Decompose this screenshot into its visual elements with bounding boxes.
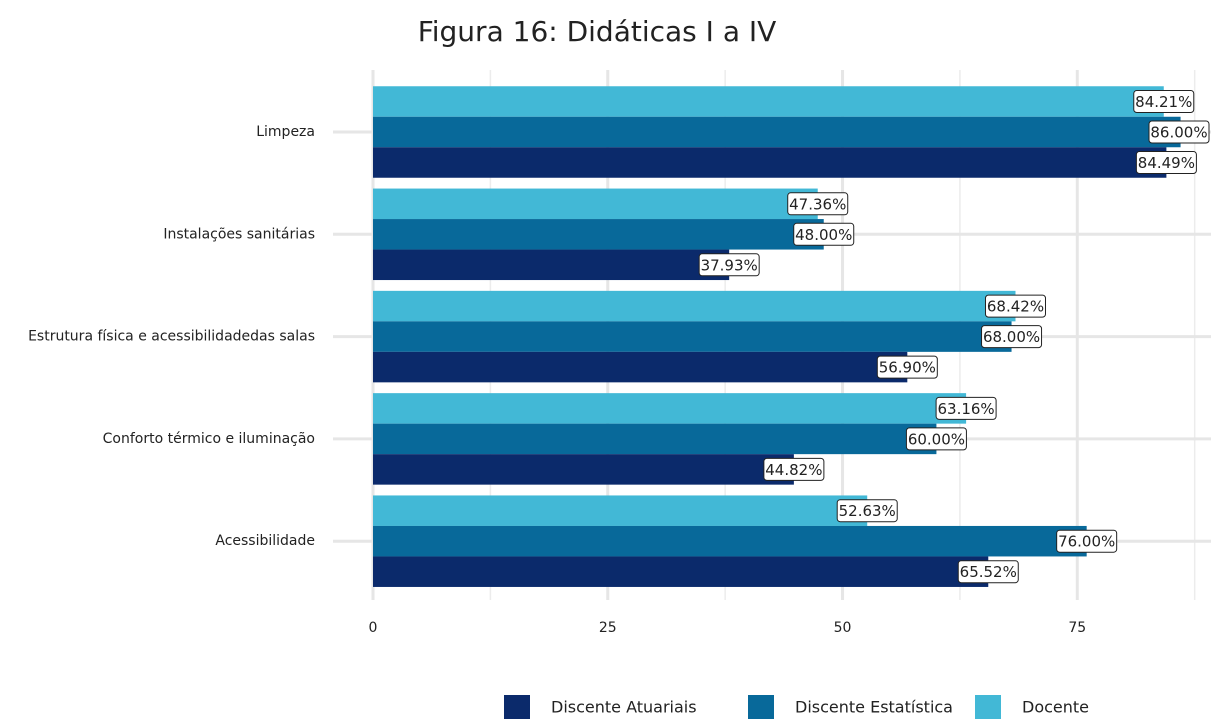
bar bbox=[373, 556, 989, 587]
x-tick-label: 25 bbox=[599, 620, 617, 636]
legend-swatch bbox=[975, 695, 1001, 719]
bar bbox=[373, 351, 908, 383]
label-box bbox=[905, 427, 967, 451]
legend-label: Docente bbox=[1022, 698, 1089, 717]
y-tick-label: Conforto térmico e iluminação bbox=[103, 431, 315, 447]
bar bbox=[373, 525, 1087, 557]
chart-title: Figura 16: Didáticas I a IV bbox=[418, 15, 777, 48]
x-tick-label: 0 bbox=[369, 620, 378, 636]
bar bbox=[373, 86, 1164, 117]
legend-label: Discente Estatística bbox=[795, 698, 953, 717]
bar bbox=[373, 454, 794, 485]
y-tick-label: Estrutura física e acessibilidadedas sal… bbox=[28, 329, 315, 345]
bar bbox=[373, 495, 868, 526]
data-label: 60.00% bbox=[908, 430, 965, 448]
bar bbox=[373, 423, 937, 455]
data-label: 86.00% bbox=[1150, 124, 1207, 142]
data-label: 37.93% bbox=[701, 256, 758, 274]
data-label: 68.42% bbox=[987, 298, 1044, 316]
label-box bbox=[1133, 90, 1195, 113]
label-box bbox=[763, 457, 825, 481]
data-label: 65.52% bbox=[960, 563, 1017, 581]
data-label: 52.63% bbox=[839, 502, 896, 520]
bar bbox=[373, 393, 967, 424]
label-box bbox=[698, 253, 760, 277]
bar bbox=[373, 116, 1181, 148]
label-box bbox=[787, 192, 849, 216]
label-box bbox=[935, 396, 997, 420]
bar bbox=[373, 321, 1012, 352]
data-label: 47.36% bbox=[789, 195, 846, 213]
x-tick-label: 75 bbox=[1068, 620, 1086, 636]
data-label: 63.16% bbox=[937, 400, 994, 418]
legend-swatch bbox=[748, 695, 774, 719]
label-box bbox=[793, 222, 855, 246]
legend-label: Discente Atuariais bbox=[551, 698, 697, 717]
label-box bbox=[957, 560, 1019, 584]
data-label: 84.21% bbox=[1135, 93, 1192, 111]
data-label: 48.00% bbox=[795, 226, 852, 244]
data-label: 76.00% bbox=[1058, 533, 1115, 551]
label-box bbox=[876, 355, 938, 379]
x-tick-label: 50 bbox=[834, 620, 852, 636]
label-box bbox=[984, 294, 1046, 318]
bar bbox=[373, 219, 824, 250]
bar bbox=[373, 249, 730, 281]
data-label: 84.49% bbox=[1138, 154, 1195, 172]
bar bbox=[373, 188, 818, 220]
label-box bbox=[981, 325, 1043, 349]
label-box bbox=[1135, 151, 1197, 174]
label-box bbox=[1148, 120, 1210, 144]
bar bbox=[373, 147, 1167, 178]
data-label: 68.00% bbox=[983, 328, 1040, 346]
y-tick-label: Limpeza bbox=[256, 124, 315, 140]
data-label: 56.90% bbox=[879, 359, 936, 377]
y-tick-label: Acessibilidade bbox=[215, 533, 315, 549]
data-label: 44.82% bbox=[765, 461, 822, 479]
y-tick-label: Instalações sanitárias bbox=[163, 226, 315, 242]
label-box bbox=[1056, 529, 1118, 553]
bar bbox=[373, 290, 1016, 322]
label-box bbox=[836, 499, 898, 523]
legend-swatch bbox=[504, 695, 530, 719]
